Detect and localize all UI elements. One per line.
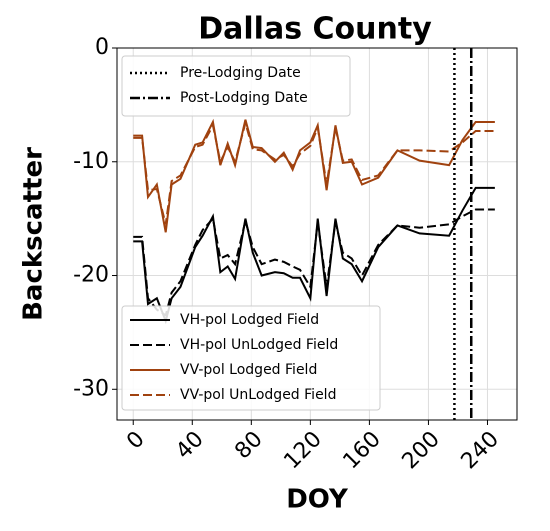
x-tick-label: 80 — [230, 427, 267, 464]
legend-label: VV-pol UnLodged Field — [180, 387, 336, 403]
y-axis-label: Backscatter — [19, 147, 49, 321]
legend-label: VH-pol Lodged Field — [180, 312, 319, 328]
x-tick-label: 240 — [457, 427, 504, 474]
legend-label: Post-Lodging Date — [180, 90, 308, 106]
y-tick-label: -30 — [73, 376, 109, 401]
series-line — [133, 208, 495, 317]
legend-box — [121, 55, 351, 117]
chart-title: Dallas County — [198, 12, 432, 47]
legend-box — [121, 305, 381, 411]
x-tick-label: 0 — [122, 427, 150, 455]
y-tick-label: -20 — [73, 263, 109, 288]
x-tick-label: 160 — [339, 427, 386, 474]
legend-label: VH-pol UnLodged Field — [180, 337, 338, 353]
x-tick-label: 120 — [279, 427, 326, 474]
plot-frame — [116, 47, 518, 421]
x-tick-label: 40 — [171, 427, 208, 464]
x-axis-label: DOY — [286, 485, 349, 515]
y-tick-label: 0 — [95, 35, 109, 60]
y-tick-label: -10 — [73, 149, 109, 174]
series-line — [133, 119, 495, 225]
legend-label: VV-pol Lodged Field — [180, 362, 317, 378]
x-tick-label: 200 — [398, 427, 445, 474]
legend-label: Pre-Lodging Date — [180, 65, 301, 81]
